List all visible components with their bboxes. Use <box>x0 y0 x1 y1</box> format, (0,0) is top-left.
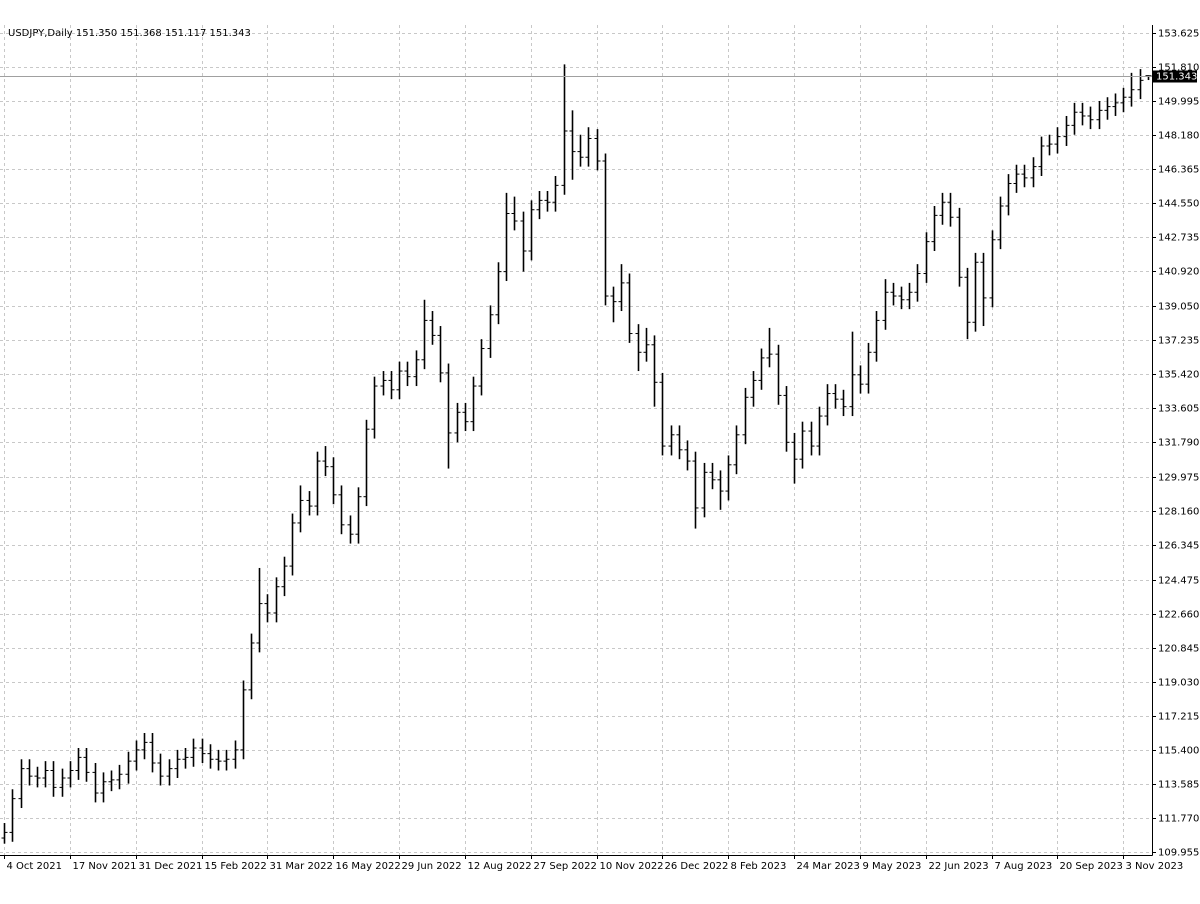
x-tick-label: 16 May 2022 <box>336 861 401 872</box>
y-tick-label: 119.030 <box>1158 678 1199 689</box>
y-tick-label: 144.550 <box>1158 199 1199 210</box>
x-tick-label: 10 Nov 2022 <box>600 861 664 872</box>
x-tick-label: 8 Feb 2023 <box>731 861 787 872</box>
y-tick-label: 140.920 <box>1158 267 1199 278</box>
x-tick-label: 27 Sep 2022 <box>534 861 597 872</box>
y-tick-label: 120.845 <box>1158 644 1199 655</box>
x-tick-label: 31 Mar 2022 <box>270 861 333 872</box>
y-tick-label: 122.660 <box>1158 610 1199 621</box>
x-tick-label: 31 Dec 2021 <box>139 861 203 872</box>
x-tick-label: 4 Oct 2021 <box>7 861 62 872</box>
x-tick-label: 17 Nov 2021 <box>73 861 137 872</box>
y-tick-label: 142.735 <box>1158 233 1199 244</box>
x-tick-label: 22 Jun 2023 <box>929 861 989 872</box>
y-tick-label: 135.420 <box>1158 370 1199 381</box>
y-tick-label: 153.625 <box>1158 29 1199 40</box>
y-tick-label: 129.975 <box>1158 473 1199 484</box>
x-tick-label: 20 Sep 2023 <box>1060 861 1123 872</box>
y-tick-label: 149.995 <box>1158 97 1199 108</box>
x-tick-label: 9 May 2023 <box>863 861 922 872</box>
y-tick-label: 151.810 <box>1158 63 1199 74</box>
x-tick-label: 7 Aug 2023 <box>995 861 1053 872</box>
y-tick-label: 146.365 <box>1158 165 1199 176</box>
bars <box>1 64 1152 844</box>
last-price-label: 151.343 <box>1156 72 1197 83</box>
y-tick-label: 111.770 <box>1158 814 1199 825</box>
y-tick-label: 148.180 <box>1158 131 1199 142</box>
x-tick-label: 24 Mar 2023 <box>797 861 860 872</box>
x-tick-label: 29 Jun 2022 <box>402 861 462 872</box>
x-tick-label: 26 Dec 2022 <box>665 861 729 872</box>
y-tick-label: 137.235 <box>1158 336 1199 347</box>
y-tick-label: 117.215 <box>1158 712 1199 723</box>
overlay: 151.343 <box>0 70 1197 83</box>
y-tick-label: 124.475 <box>1158 576 1199 587</box>
y-tick-label: 131.790 <box>1158 438 1199 449</box>
y-tick-label: 126.345 <box>1158 541 1199 552</box>
x-tick-label: 15 Feb 2022 <box>205 861 267 872</box>
y-tick-label: 133.605 <box>1158 404 1199 415</box>
y-tick-label: 109.955 <box>1158 848 1199 859</box>
y-tick-label: 139.050 <box>1158 302 1199 313</box>
y-tick-label: 128.160 <box>1158 507 1199 518</box>
y-tick-label: 115.400 <box>1158 746 1199 757</box>
chart-title: USDJPY,Daily 151.350 151.368 151.117 151… <box>8 28 251 39</box>
last-price-box <box>1153 70 1197 83</box>
x-tick-label: 12 Aug 2022 <box>468 861 532 872</box>
x-tick-label: 3 Nov 2023 <box>1126 861 1184 872</box>
grid: 109.955 111.770 113.585 115.400 117.215 119.0… <box>0 25 1199 872</box>
y-tick-label: 113.585 <box>1158 780 1199 791</box>
